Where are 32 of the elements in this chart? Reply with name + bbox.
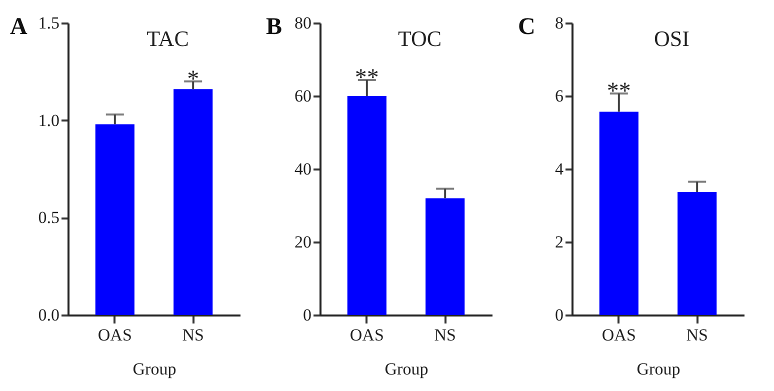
x-tick-label: NS (182, 326, 204, 344)
y-tick-label: 20 (294, 232, 312, 252)
text: B (266, 14, 282, 40)
y-tick-label: 80 (294, 14, 312, 32)
y-tick-label: 40 (294, 160, 312, 178)
y-tick-label: 8 (555, 14, 564, 32)
chart-title: TAC (146, 26, 189, 51)
y-tick-label: 6 (555, 86, 564, 106)
annotation: ** (606, 78, 631, 104)
y-tick-label: 4 (555, 160, 564, 178)
x-tick-label: OAS (350, 326, 384, 344)
chart-title: OSI (654, 26, 690, 51)
y-tick-label: 0.5 (38, 208, 60, 228)
y-tick-label: 2 (555, 232, 564, 252)
y-tick-label: 0.0 (38, 306, 60, 324)
y-tick-label: 0 (303, 306, 312, 324)
x-tick-label: OAS (602, 326, 636, 344)
x-axis-title: Group (636, 360, 680, 378)
chart-title: TOC (398, 26, 442, 51)
x-tick-label: NS (434, 326, 456, 344)
annotation: * (187, 66, 200, 92)
x-axis-title: Group (132, 360, 176, 378)
annotation: ** (354, 64, 379, 91)
y-tick-label: 1.0 (38, 110, 60, 130)
text: A (10, 14, 28, 40)
text: C (518, 14, 536, 40)
x-tick-label: NS (686, 326, 708, 344)
y-tick-label: 1.5 (38, 14, 60, 32)
x-axis-title: Group (384, 360, 428, 378)
y-tick-label: 60 (294, 86, 312, 106)
y-tick-label: 0 (555, 306, 564, 324)
x-tick-label: OAS (98, 326, 132, 344)
